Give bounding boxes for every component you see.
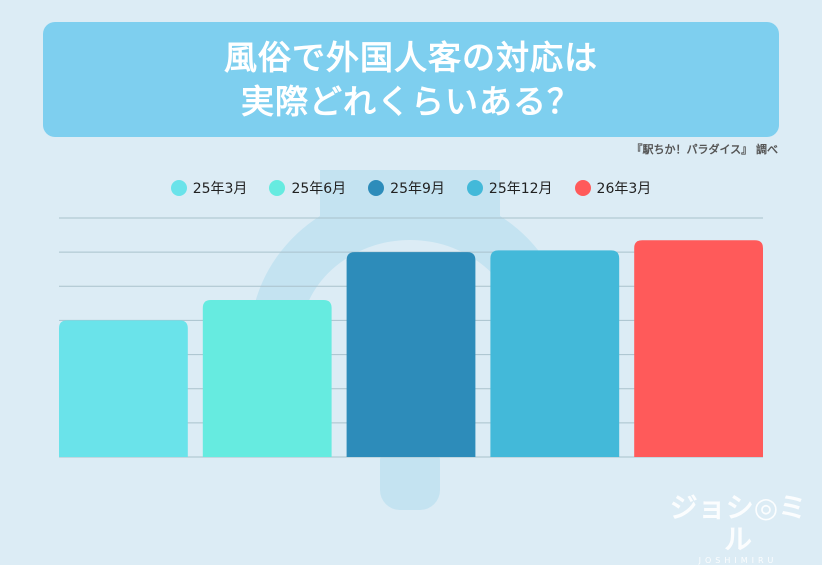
legend-swatch	[466, 180, 483, 196]
bar-3	[346, 252, 476, 457]
bar-1	[59, 320, 188, 457]
title-line-1: 風俗で外国人客の対応は	[224, 37, 598, 77]
logo-text: ジョシ◎ミル	[669, 491, 807, 556]
source-note: 『駅ちか！パラダイス』 調べ	[631, 143, 779, 156]
legend-item: 25年6月	[269, 178, 346, 198]
legend-label: 25年12月	[488, 181, 553, 197]
bar-4	[490, 250, 620, 457]
legend-swatch	[170, 180, 187, 196]
bar-2	[202, 299, 332, 457]
legend-swatch	[269, 180, 286, 196]
legend-label: 25年3月	[192, 181, 248, 197]
bar-chart	[59, 217, 763, 458]
bar-5	[634, 240, 763, 457]
legend-swatch	[574, 180, 591, 196]
legend-label: 26年3月	[596, 181, 652, 197]
legend-item: 26年3月	[574, 178, 652, 198]
chart-legend: 25年3月 25年6月 25年9月 25年12月 26年3月	[0, 178, 822, 198]
legend-item: 25年3月	[170, 178, 248, 198]
legend-item: 25年9月	[368, 178, 445, 198]
legend-label: 25年9月	[390, 181, 445, 197]
logo-subtext: JOSHIMIRU	[698, 556, 778, 565]
legend-label: 25年6月	[291, 181, 347, 197]
joshimiru-logo: ジョシ◎ミル JOSHIMIRU	[668, 492, 808, 565]
title-banner: 風俗で外国人客の対応は 実際どれくらいある？	[43, 22, 779, 137]
title-line-2: 実際どれくらいある？	[241, 81, 581, 121]
legend-swatch	[368, 180, 385, 196]
legend-item: 25年12月	[466, 178, 553, 198]
